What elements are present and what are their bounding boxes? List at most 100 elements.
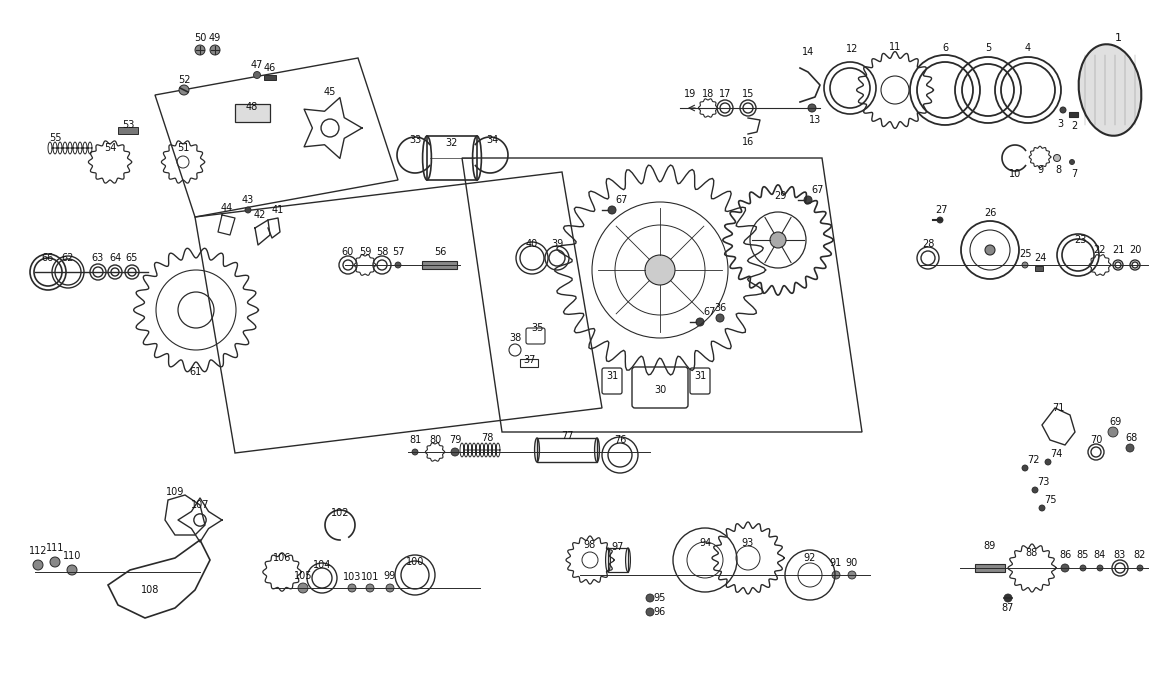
- Text: 55: 55: [49, 133, 61, 143]
- Text: 35: 35: [531, 323, 543, 333]
- Text: 63: 63: [92, 253, 104, 263]
- Text: 19: 19: [684, 89, 696, 99]
- Text: 74: 74: [1050, 449, 1063, 459]
- Text: 26: 26: [984, 208, 996, 218]
- Text: 82: 82: [1134, 550, 1146, 560]
- Text: 53: 53: [121, 120, 134, 130]
- Text: 84: 84: [1094, 550, 1106, 560]
- Circle shape: [608, 206, 616, 214]
- Circle shape: [848, 571, 856, 579]
- Text: 52: 52: [178, 75, 191, 85]
- Bar: [422, 261, 457, 269]
- Text: 68: 68: [1126, 433, 1138, 443]
- Circle shape: [366, 584, 374, 592]
- Text: 71: 71: [1052, 403, 1064, 413]
- Text: 31: 31: [606, 371, 618, 381]
- Circle shape: [179, 85, 189, 95]
- Circle shape: [67, 565, 77, 575]
- Text: 20: 20: [1128, 245, 1141, 255]
- Circle shape: [644, 255, 675, 285]
- Text: 65: 65: [126, 253, 139, 263]
- Text: 96: 96: [654, 607, 666, 617]
- Text: 78: 78: [480, 433, 493, 443]
- Text: 5: 5: [985, 43, 991, 53]
- Text: 87: 87: [1001, 603, 1014, 613]
- Text: 85: 85: [1076, 550, 1089, 560]
- Text: 75: 75: [1044, 495, 1057, 505]
- Text: 101: 101: [360, 572, 379, 582]
- Text: 70: 70: [1090, 435, 1102, 445]
- Circle shape: [716, 314, 724, 322]
- Bar: [537, 438, 597, 462]
- Circle shape: [1040, 505, 1045, 511]
- Text: 9: 9: [1037, 165, 1043, 175]
- Text: 100: 100: [405, 557, 424, 567]
- Text: 36: 36: [714, 303, 726, 313]
- Circle shape: [1060, 107, 1066, 113]
- Text: 22: 22: [1094, 245, 1106, 255]
- Circle shape: [1108, 427, 1118, 437]
- Circle shape: [1033, 487, 1038, 493]
- Text: 38: 38: [509, 333, 521, 343]
- Text: 30: 30: [654, 385, 666, 395]
- Circle shape: [1061, 564, 1070, 572]
- Text: 6: 6: [942, 43, 948, 53]
- Text: 91: 91: [830, 558, 842, 568]
- Text: 94: 94: [699, 538, 711, 548]
- Text: 110: 110: [62, 551, 81, 561]
- Text: 13: 13: [808, 115, 821, 125]
- Text: 18: 18: [702, 89, 714, 99]
- Circle shape: [985, 245, 994, 255]
- Text: 43: 43: [241, 195, 254, 205]
- Circle shape: [195, 45, 204, 55]
- Text: 95: 95: [654, 593, 666, 603]
- Text: 34: 34: [486, 135, 498, 145]
- Bar: [234, 104, 270, 122]
- Circle shape: [33, 560, 43, 570]
- Text: 25: 25: [1019, 249, 1031, 259]
- Bar: [264, 75, 276, 80]
- Text: 16: 16: [742, 137, 754, 147]
- Text: 83: 83: [1113, 550, 1126, 560]
- Circle shape: [1070, 159, 1074, 164]
- Circle shape: [395, 262, 401, 268]
- Circle shape: [1022, 465, 1028, 471]
- Text: 48: 48: [246, 102, 258, 112]
- Text: 33: 33: [409, 135, 422, 145]
- Text: 37: 37: [524, 355, 536, 365]
- Text: 88: 88: [1026, 548, 1038, 558]
- Text: 31: 31: [694, 371, 706, 381]
- Text: 102: 102: [330, 508, 349, 518]
- Circle shape: [696, 318, 705, 326]
- Text: 76: 76: [613, 435, 626, 445]
- Text: 51: 51: [177, 143, 189, 153]
- Text: 40: 40: [526, 239, 538, 249]
- Text: 108: 108: [141, 585, 159, 595]
- Text: 103: 103: [343, 572, 362, 582]
- Text: 32: 32: [446, 138, 459, 148]
- Text: 56: 56: [434, 247, 446, 257]
- Bar: [975, 564, 1005, 572]
- Text: 27: 27: [936, 205, 948, 215]
- Circle shape: [1137, 565, 1143, 571]
- Text: 99: 99: [383, 571, 396, 581]
- Text: 10: 10: [1008, 169, 1021, 179]
- Circle shape: [1045, 459, 1051, 465]
- Text: 111: 111: [46, 543, 65, 553]
- Text: 41: 41: [271, 205, 284, 215]
- Circle shape: [832, 571, 840, 579]
- Text: 46: 46: [263, 63, 276, 73]
- Circle shape: [1097, 565, 1103, 571]
- Text: 60: 60: [342, 247, 355, 257]
- Text: 49: 49: [209, 33, 221, 43]
- Bar: [1035, 266, 1043, 271]
- Text: 21: 21: [1112, 245, 1124, 255]
- Bar: [427, 136, 477, 180]
- Text: 67: 67: [703, 307, 716, 317]
- Text: 104: 104: [313, 560, 331, 570]
- Text: 72: 72: [1027, 455, 1040, 465]
- Text: 50: 50: [194, 33, 207, 43]
- Text: 79: 79: [449, 435, 461, 445]
- Text: 23: 23: [1074, 235, 1086, 245]
- Circle shape: [210, 45, 219, 55]
